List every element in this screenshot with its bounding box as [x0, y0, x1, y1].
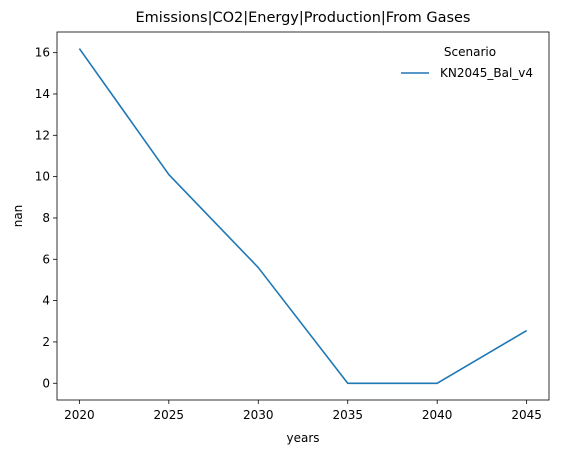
y-axis-ticks: 0 2 4 6 8 10 12 14 16	[35, 46, 57, 390]
series-layer	[78, 48, 528, 385]
y-tick-label: 0	[42, 376, 50, 390]
plot-frame	[56, 31, 550, 401]
x-tick-label: 2025	[154, 408, 185, 422]
y-tick-label: 12	[35, 128, 50, 142]
y-axis-label: nan	[11, 205, 25, 228]
y-tick-label: 6	[42, 252, 50, 266]
x-tick-label: 2040	[422, 408, 453, 422]
x-tick-label: 2045	[511, 408, 542, 422]
y-tick-label: 4	[42, 294, 50, 308]
x-tick-label: 2035	[332, 408, 363, 422]
x-axis-ticks: 2020 2025 2030 2035 2040 2045	[64, 400, 542, 422]
y-tick-label: 2	[42, 335, 50, 349]
y-tick-label: 16	[35, 46, 50, 60]
y-tick-label: 8	[42, 211, 50, 225]
series-line-kn2045-bal-v4	[78, 48, 528, 385]
legend-title: Scenario	[444, 45, 496, 59]
x-tick-label: 2030	[243, 408, 274, 422]
legend-entry-kn2045-bal-v4: KN2045_Bal_v4	[440, 66, 533, 80]
plot-area	[56, 31, 550, 401]
y-tick-label: 14	[35, 87, 50, 101]
x-tick-label: 2020	[64, 408, 95, 422]
chart-title: Emissions|CO2|Energy|Production|From Gas…	[136, 10, 471, 26]
legend: Scenario KN2045_Bal_v4	[401, 45, 533, 80]
y-tick-label: 10	[35, 170, 50, 184]
x-axis-label: years	[286, 431, 319, 445]
